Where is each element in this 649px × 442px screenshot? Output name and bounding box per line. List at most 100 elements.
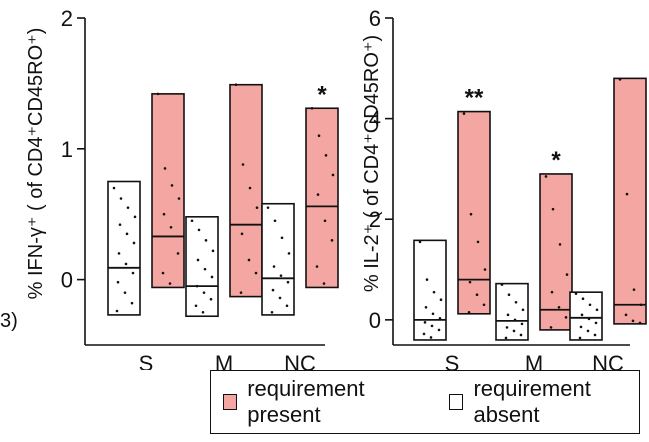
legend-swatch-present [223, 394, 238, 410]
data-point [285, 304, 289, 308]
significance-annotation: * [317, 81, 327, 108]
y-tick-label: 6 [369, 6, 381, 31]
data-point [594, 321, 598, 325]
x-tick-label: S [139, 351, 154, 370]
x-tick-label: M [215, 351, 233, 370]
data-point [468, 280, 472, 284]
figure-fragment-label: 3) [0, 310, 18, 332]
data-point [557, 305, 561, 309]
chart-panel-1: 0 1 2 % IFN-γ⁺ ( of CD4⁺CD45RO⁺) S M NC * [25, 6, 339, 376]
data-point [254, 271, 258, 275]
data-point [201, 311, 205, 314]
data-point [133, 215, 137, 219]
data-point [322, 282, 326, 285]
data-point [310, 106, 314, 110]
data-point [117, 252, 121, 255]
data-point [504, 336, 508, 340]
data-point [278, 296, 282, 300]
data-point [581, 297, 585, 301]
data-point [425, 278, 429, 281]
data-point [544, 175, 548, 178]
y-axis-label: % IL-2⁺ ( of CD4⁺CD45RO⁺) [361, 35, 383, 292]
data-point [211, 249, 215, 253]
data-point [131, 271, 135, 275]
data-point [194, 304, 198, 308]
data-point [507, 293, 511, 296]
box-present-m [229, 83, 263, 298]
data-point [123, 291, 127, 294]
data-point [197, 228, 201, 232]
data-point [202, 291, 206, 294]
data-point [266, 206, 270, 209]
data-point [550, 290, 554, 294]
x-tick-label: M [525, 351, 543, 370]
data-point [422, 332, 426, 336]
data-point [618, 78, 622, 81]
data-point [195, 284, 199, 288]
y-tick-label: 1 [61, 137, 73, 162]
data-point [587, 317, 591, 321]
legend-item-present: requirement present [223, 376, 419, 428]
significance-annotation: ** [465, 85, 484, 112]
data-point [549, 326, 553, 329]
data-point [467, 311, 471, 314]
data-point [130, 301, 134, 305]
data-point [564, 316, 568, 319]
legend-label-absent: requirement absent [473, 376, 591, 427]
data-point [521, 308, 525, 312]
data-point [512, 329, 516, 333]
data-point [324, 154, 328, 157]
data-point [423, 321, 427, 324]
data-point [112, 186, 116, 190]
data-point [241, 163, 245, 166]
data-point [176, 252, 180, 255]
y-tick-label: 0 [369, 308, 381, 333]
data-point [586, 329, 590, 333]
data-point [551, 207, 555, 211]
data-point [429, 336, 433, 339]
box-present-nc [305, 107, 339, 289]
data-point [418, 240, 422, 244]
data-point [574, 292, 578, 295]
data-point [632, 288, 636, 291]
data-point [558, 243, 562, 246]
data-point [161, 271, 165, 275]
data-point [317, 134, 321, 138]
x-tick-label: NC [592, 351, 624, 370]
legend-swatch-absent [449, 394, 464, 410]
data-point [588, 303, 592, 307]
data-point [431, 312, 435, 316]
legend-label-present: requirement present [247, 376, 365, 427]
data-point [520, 322, 524, 326]
data-point [247, 258, 251, 262]
data-point [271, 288, 275, 292]
data-point [316, 193, 320, 196]
data-point [514, 300, 518, 304]
data-point [519, 333, 523, 337]
data-point [430, 324, 434, 328]
data-point [438, 317, 442, 320]
box-present-s [457, 110, 491, 315]
data-point [209, 297, 213, 301]
data-point [286, 280, 290, 284]
data-point [132, 241, 136, 245]
data-point [270, 311, 274, 314]
data-point [580, 313, 584, 317]
data-point [476, 240, 480, 244]
data-point [482, 303, 486, 307]
data-point [323, 219, 327, 223]
data-point [639, 303, 643, 307]
x-tick-label: NC [284, 351, 316, 370]
data-point [578, 336, 582, 340]
data-point [505, 326, 509, 329]
data-point [330, 239, 334, 242]
significance-annotation: * [551, 147, 561, 174]
data-point [162, 212, 166, 216]
box-present-m [539, 173, 573, 331]
data-point [119, 197, 123, 200]
data-point [170, 184, 174, 187]
legend: requirement present requirement absent [210, 370, 640, 434]
data-point [469, 212, 473, 216]
